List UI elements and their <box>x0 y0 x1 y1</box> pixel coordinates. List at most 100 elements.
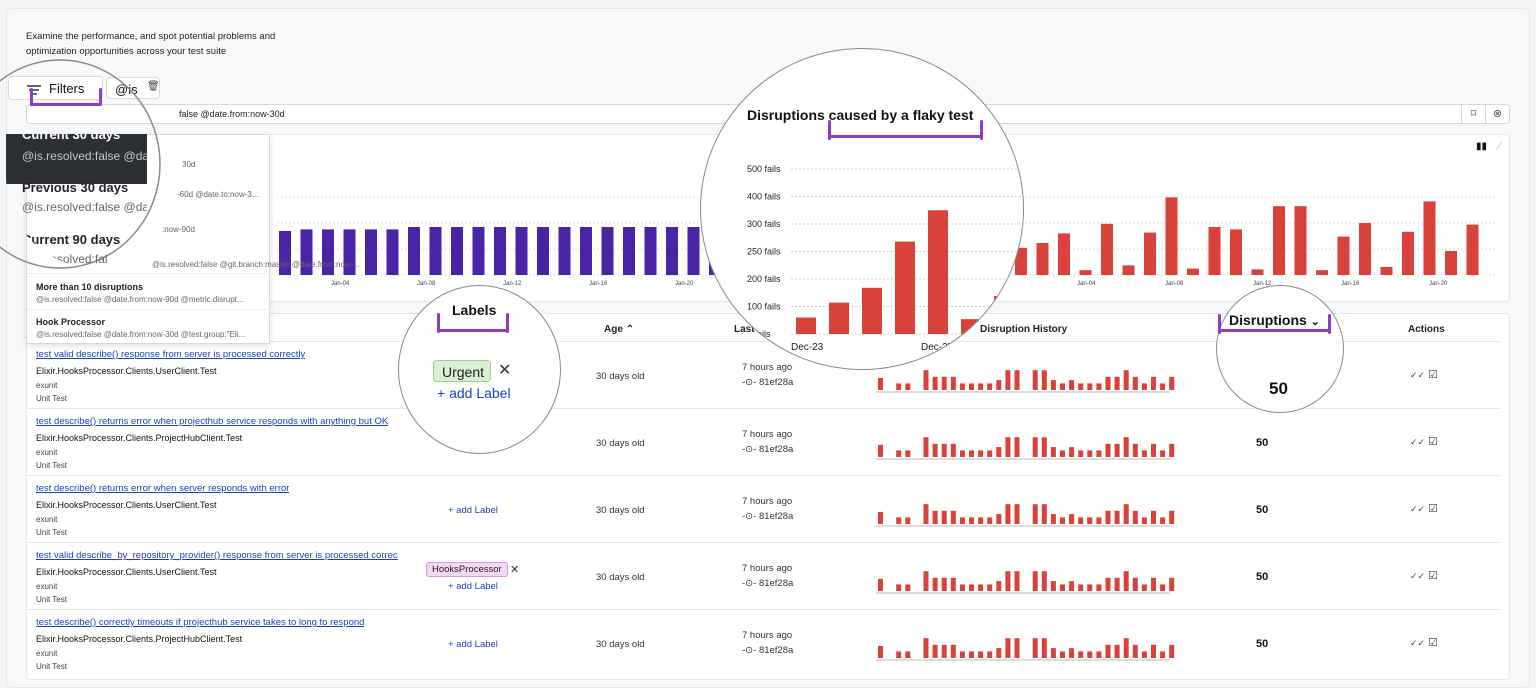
table-row[interactable]: test describe() correctly timeouts if pr… <box>26 609 1500 676</box>
chart-bar[interactable] <box>623 227 635 275</box>
test-name-link[interactable]: test valid describe_by_repository_provid… <box>36 550 398 561</box>
commit-ref[interactable]: -⊙- 81ef28a <box>742 511 793 522</box>
chart-bar[interactable] <box>1015 247 1027 275</box>
chart-bar[interactable] <box>1423 201 1436 275</box>
chart-bar[interactable] <box>515 227 528 275</box>
chart-bar[interactable] <box>687 227 700 275</box>
checkbox-icon[interactable]: ☑ <box>1428 369 1439 381</box>
chart-bar[interactable] <box>580 227 592 275</box>
sparkline-bar <box>1078 584 1084 591</box>
saved-filter-item[interactable]: More than 10 disruptions @is.resolved:fa… <box>27 273 271 309</box>
chart-bar[interactable] <box>666 227 678 275</box>
mark-resolved-icon[interactable]: ✓✓ <box>1410 370 1426 380</box>
mark-resolved-icon[interactable]: ✓✓ <box>1410 638 1426 648</box>
checkbox-icon[interactable]: ☑ <box>1428 570 1439 582</box>
remove-label-icon[interactable]: ✕ <box>498 362 512 379</box>
remove-label-icon[interactable]: ✕ <box>510 564 520 576</box>
test-name-link[interactable]: test valid describe() response from serv… <box>36 349 306 360</box>
clear-icon[interactable]: ⊗ <box>1485 105 1509 123</box>
chart-bar[interactable] <box>472 227 485 275</box>
chart-bar[interactable] <box>1101 223 1113 275</box>
zoom-chart-bar[interactable] <box>862 287 882 334</box>
chart-bar[interactable] <box>1230 229 1242 275</box>
zoom-item-selected[interactable] <box>6 134 147 184</box>
chart-bar[interactable] <box>601 227 614 275</box>
mark-resolved-icon[interactable]: ✓✓ <box>1410 504 1426 514</box>
commit-ref[interactable]: -⊙- 81ef28a <box>742 645 793 656</box>
chart-bar[interactable] <box>1402 231 1414 275</box>
table-row[interactable]: test valid describe() response from serv… <box>26 341 1500 408</box>
chart-bar[interactable] <box>1165 197 1178 275</box>
chart-bar[interactable] <box>1079 270 1092 275</box>
sparkline-bar <box>996 514 1002 524</box>
chart-bar[interactable] <box>408 227 420 275</box>
chart-bar[interactable] <box>1208 227 1221 275</box>
zoom-chart-bar[interactable] <box>928 210 948 334</box>
chart-bar[interactable] <box>1058 233 1070 275</box>
checkbox-icon[interactable]: ☑ <box>1428 503 1439 515</box>
checkbox-icon[interactable]: ☑ <box>1428 436 1439 448</box>
chart-bar[interactable] <box>1251 269 1264 275</box>
chart-bar[interactable] <box>429 227 442 275</box>
add-label-link[interactable]: + add Label <box>437 385 511 401</box>
saved-filter-item[interactable]: Hook Processor @is.resolved:false @date.… <box>27 309 271 345</box>
label-tag[interactable]: HooksProcessor <box>426 562 508 577</box>
sparkline-bar <box>1141 584 1147 591</box>
test-name-link[interactable]: test describe() returns error when proje… <box>36 416 389 427</box>
chart-bar[interactable] <box>343 229 356 275</box>
zoom-chart-bar[interactable] <box>994 296 1014 334</box>
chevron-down-icon[interactable]: ⌄ <box>1310 316 1320 328</box>
bookmark-icon[interactable]: ⌑ <box>1461 105 1485 123</box>
last-seen-header[interactable]: Last <box>734 324 755 335</box>
chart-bar[interactable] <box>1316 270 1328 275</box>
add-label-link[interactable]: + add Label <box>448 505 498 516</box>
commit-ref[interactable]: -⊙- 81ef28a <box>742 444 793 455</box>
chart-bar[interactable] <box>300 229 313 275</box>
chart-bar[interactable] <box>1036 243 1049 275</box>
test-name-link[interactable]: test describe() correctly timeouts if pr… <box>36 617 365 628</box>
chart-bar[interactable] <box>322 229 334 275</box>
chart-bar[interactable] <box>494 227 506 275</box>
chart-bar[interactable] <box>1337 236 1350 275</box>
commit-ref[interactable]: -⊙- 81ef28a <box>742 377 793 388</box>
chart-bar[interactable] <box>1273 206 1285 275</box>
age-header[interactable]: Age ⌃ <box>604 324 635 335</box>
disruptions-sort-header[interactable]: Disruptions ⌄ <box>1229 312 1320 328</box>
filter-chip[interactable]: @is 🗑 <box>106 77 160 99</box>
chart-bar[interactable] <box>1294 206 1307 275</box>
line-chart-icon[interactable]: ⟋ <box>1496 141 1503 152</box>
zoom-chart-bar[interactable] <box>895 241 915 334</box>
checkbox-icon[interactable]: ☑ <box>1428 637 1439 649</box>
trash-icon[interactable]: 🗑 <box>147 81 160 92</box>
chart-bar[interactable] <box>1187 268 1199 275</box>
chart-bar[interactable] <box>644 227 657 275</box>
chart-bar[interactable] <box>1359 223 1371 275</box>
chart-bar[interactable] <box>279 231 291 275</box>
filters-button[interactable]: Filters <box>8 76 103 100</box>
chart-bar[interactable] <box>386 229 399 275</box>
commit-ref[interactable]: -⊙- 81ef28a <box>742 578 793 589</box>
urgent-label-tag[interactable]: Urgent <box>433 360 491 382</box>
chart-bar[interactable] <box>1122 265 1135 275</box>
chart-bar[interactable] <box>365 229 377 275</box>
zoom-chart-bar[interactable] <box>829 302 849 334</box>
bar-chart-icon[interactable]: ▮▮ <box>1475 141 1487 152</box>
mark-resolved-icon[interactable]: ✓✓ <box>1410 437 1426 447</box>
chart-bar[interactable] <box>1466 224 1479 275</box>
add-label-link[interactable]: + add Label <box>448 581 498 592</box>
mark-resolved-icon[interactable]: ✓✓ <box>1410 571 1426 581</box>
sort-icon[interactable]: ⌃ <box>625 324 635 335</box>
chart-bar[interactable] <box>1144 232 1156 275</box>
table-row[interactable]: test describe() returns error when serve… <box>26 475 1500 542</box>
table-row[interactable]: test describe() returns error when proje… <box>26 408 1500 475</box>
chart-bar[interactable] <box>1445 251 1457 275</box>
chart-bar[interactable] <box>558 227 571 275</box>
zoom-chart-bar[interactable] <box>961 319 981 334</box>
chart-bar[interactable] <box>451 227 463 275</box>
chart-bar[interactable] <box>1380 267 1393 275</box>
test-name-link[interactable]: test describe() returns error when serve… <box>36 483 290 494</box>
chart-bar[interactable] <box>537 227 549 275</box>
add-label-link[interactable]: + add Label <box>448 639 498 650</box>
zoom-chart-bar[interactable] <box>796 317 816 335</box>
table-row[interactable]: test valid describe_by_repository_provid… <box>26 542 1500 609</box>
